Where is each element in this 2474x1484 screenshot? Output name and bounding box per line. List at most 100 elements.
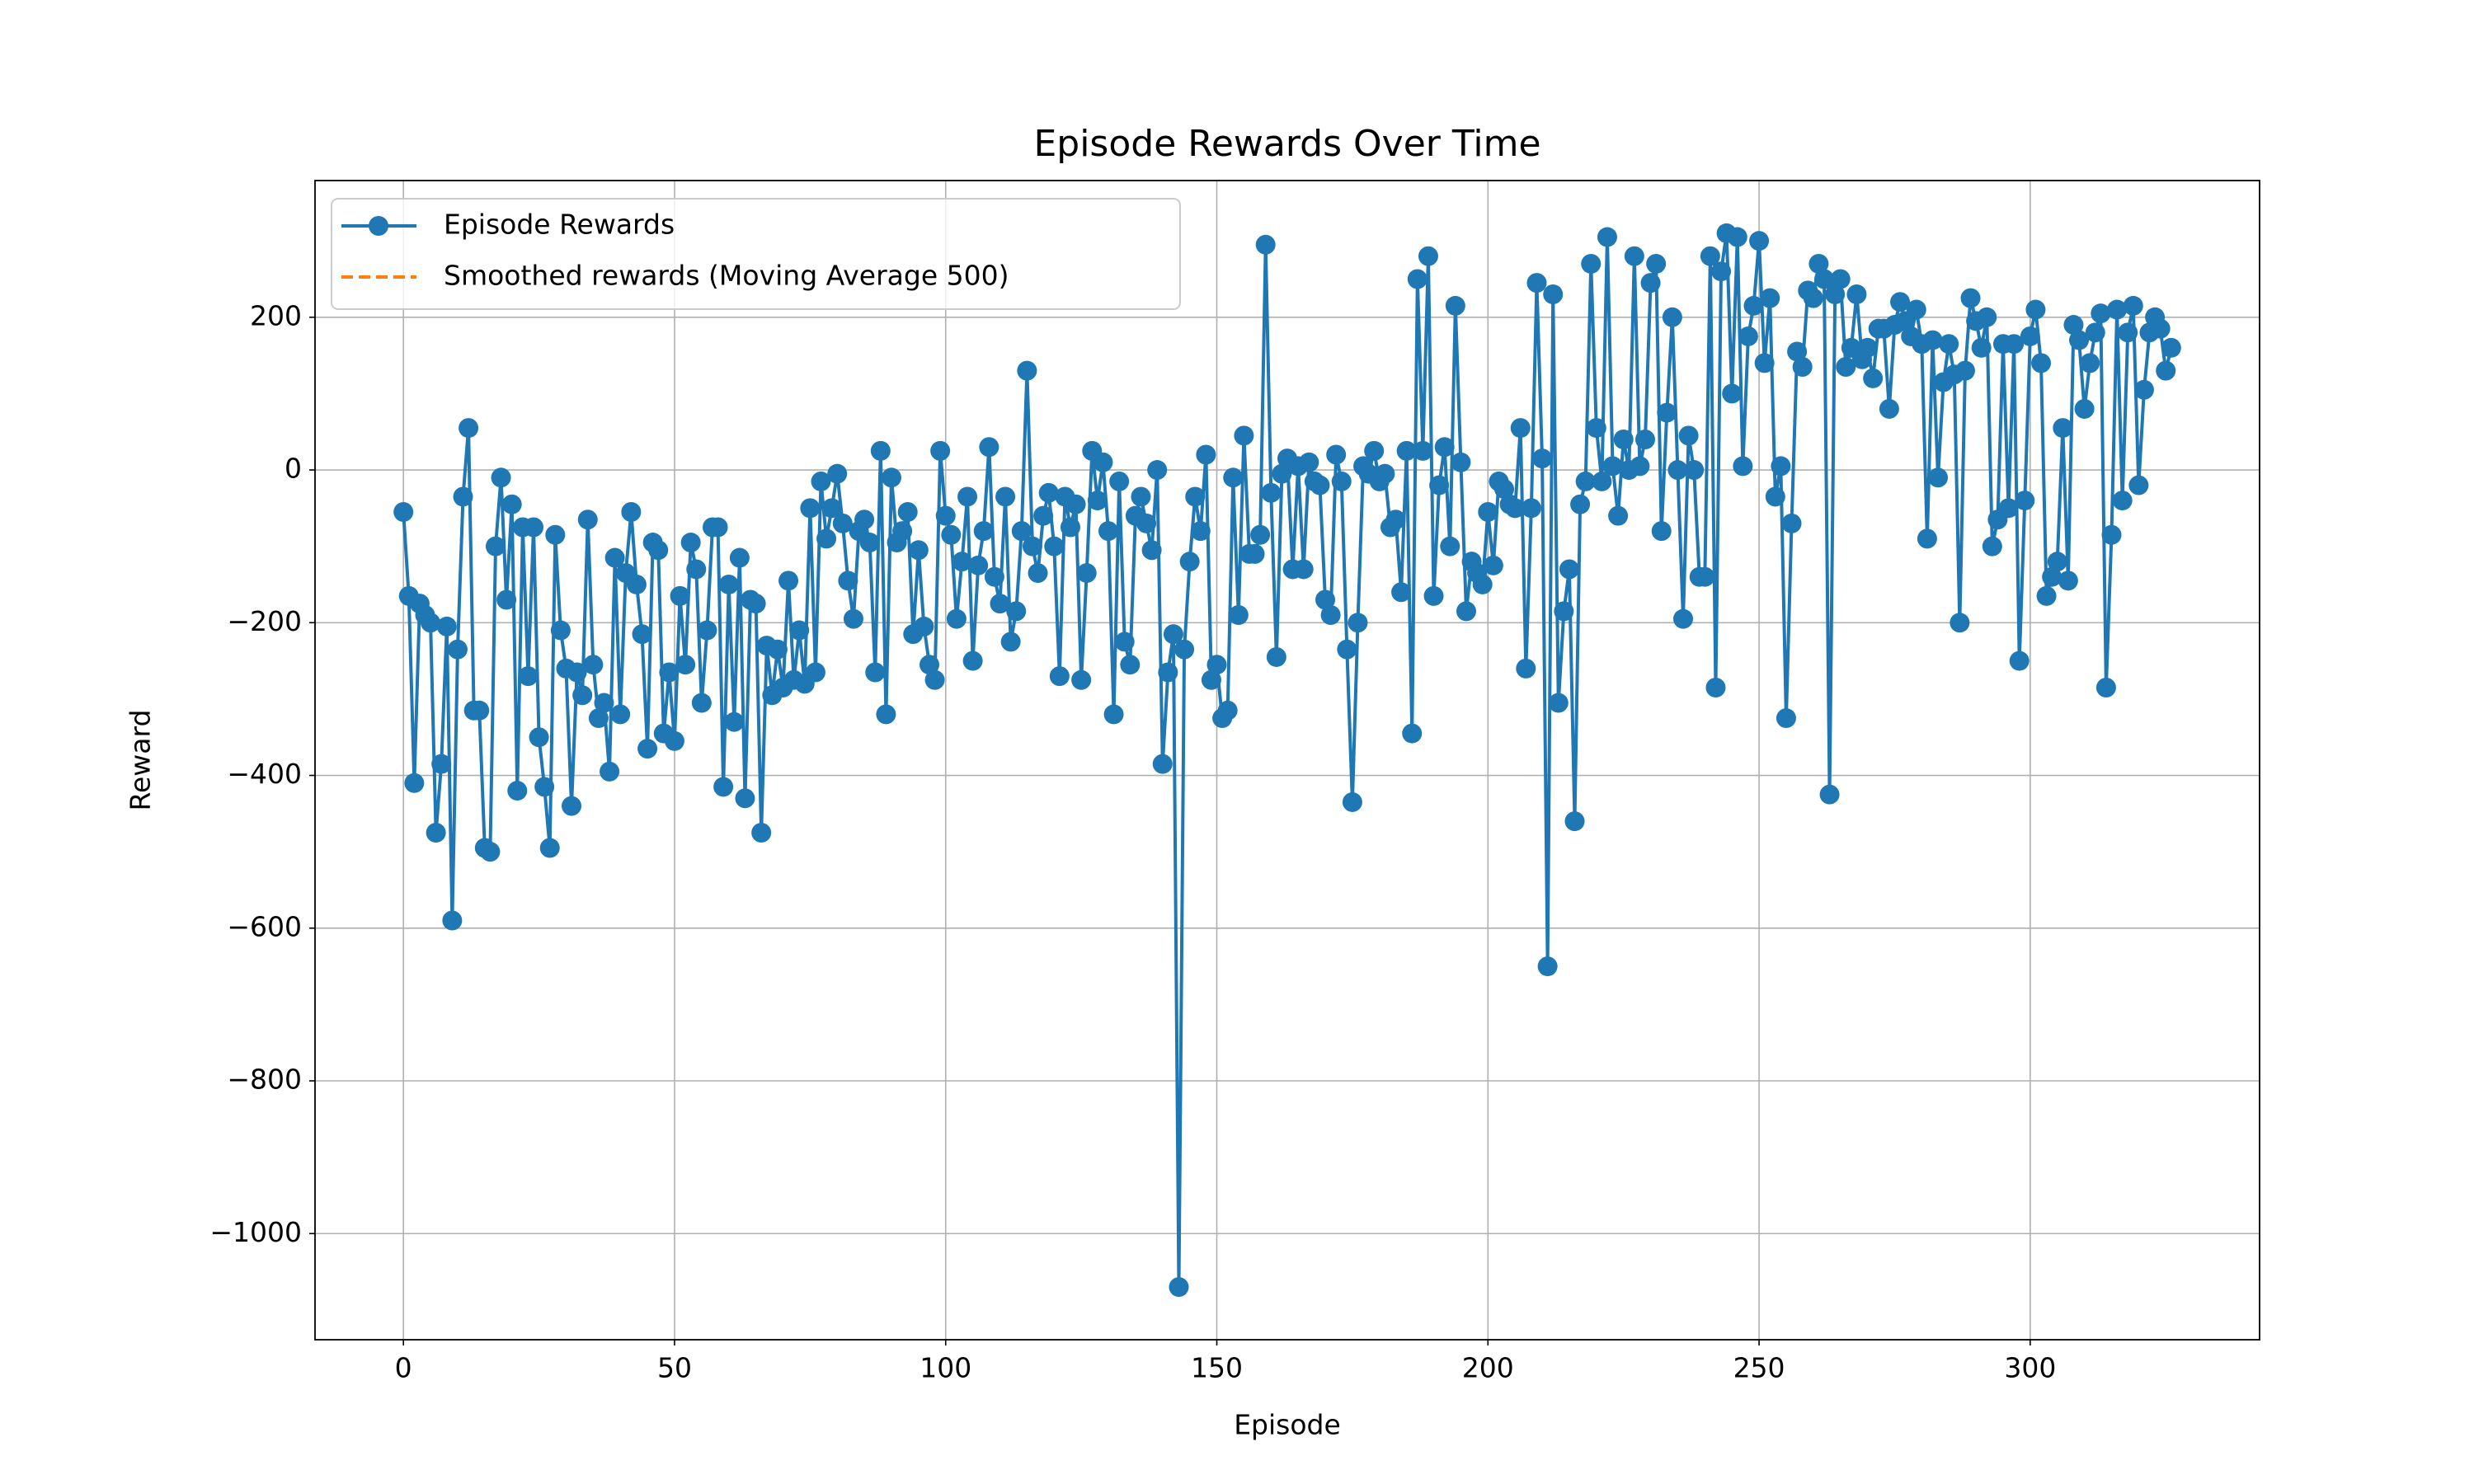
legend-label: Smoothed rewards (Moving Average 500) xyxy=(444,260,1009,292)
point xyxy=(626,574,647,594)
point xyxy=(600,761,620,782)
point xyxy=(1478,501,1498,522)
point xyxy=(1429,475,1450,495)
point xyxy=(1743,295,1764,316)
point xyxy=(1819,784,1840,805)
point xyxy=(990,594,1010,614)
point xyxy=(1006,601,1027,622)
point xyxy=(1857,337,1878,358)
point xyxy=(501,494,522,514)
point xyxy=(827,463,848,484)
point xyxy=(2123,295,2143,316)
point xyxy=(1771,456,1791,477)
point xyxy=(426,822,446,843)
point xyxy=(941,524,962,545)
point xyxy=(691,693,712,713)
point xyxy=(469,700,490,721)
point xyxy=(1483,555,1503,575)
point xyxy=(767,639,788,660)
point xyxy=(436,616,457,636)
point xyxy=(2118,322,2138,343)
point xyxy=(1695,566,1715,587)
point xyxy=(1673,608,1694,629)
point xyxy=(1418,246,1438,266)
point xyxy=(1678,425,1699,446)
point xyxy=(805,662,825,683)
point xyxy=(421,613,441,633)
point xyxy=(708,517,728,538)
point xyxy=(2020,326,2040,346)
point xyxy=(1722,383,1743,404)
point xyxy=(1299,452,1319,472)
point xyxy=(1998,498,2019,519)
point xyxy=(962,650,983,671)
point xyxy=(1906,299,1926,320)
point xyxy=(1337,639,1357,660)
point xyxy=(1977,307,1997,327)
point xyxy=(572,685,593,706)
point xyxy=(1803,288,1823,308)
point xyxy=(393,501,414,522)
point xyxy=(523,517,543,538)
point xyxy=(562,796,582,816)
point xyxy=(876,704,896,725)
point xyxy=(1554,601,1574,622)
chart-title: Episode Rewards Over Time xyxy=(1033,123,1540,165)
point xyxy=(1662,307,1682,327)
point xyxy=(1472,574,1493,594)
point xyxy=(870,440,891,461)
point xyxy=(2053,418,2073,439)
point xyxy=(1836,356,1856,377)
y-tick-label: −800 xyxy=(227,1064,302,1096)
point xyxy=(1581,253,1602,274)
point xyxy=(1000,632,1021,652)
point xyxy=(1413,440,1433,461)
point xyxy=(2042,566,2062,587)
point xyxy=(1646,253,1667,274)
point xyxy=(1922,330,1943,350)
point xyxy=(2101,524,2122,545)
point xyxy=(973,521,994,542)
point xyxy=(1928,467,1949,488)
point xyxy=(1098,521,1119,542)
point xyxy=(1830,269,1851,289)
point xyxy=(1174,639,1195,660)
point xyxy=(897,501,918,522)
point xyxy=(1141,540,1162,561)
point xyxy=(1494,479,1515,500)
point xyxy=(2080,353,2100,373)
point xyxy=(2047,552,2067,572)
point xyxy=(610,704,631,725)
y-tick-label: −400 xyxy=(227,758,302,790)
point xyxy=(1185,486,1206,507)
point xyxy=(1879,398,1899,419)
point xyxy=(1255,234,1276,255)
point xyxy=(459,418,479,439)
point xyxy=(1131,486,1151,507)
point xyxy=(1342,791,1362,812)
point xyxy=(1738,326,1758,346)
series-line xyxy=(402,231,2173,1289)
point xyxy=(930,440,951,461)
point xyxy=(1120,655,1141,675)
point xyxy=(859,533,880,553)
point xyxy=(816,528,837,549)
point xyxy=(1727,227,1747,247)
point xyxy=(778,571,799,591)
point xyxy=(2025,299,2046,320)
point xyxy=(1754,353,1775,373)
point xyxy=(1456,601,1476,622)
legend-marker xyxy=(369,216,388,236)
point xyxy=(1136,513,1157,533)
point xyxy=(1044,536,1065,556)
point xyxy=(577,510,598,530)
point xyxy=(1038,482,1059,503)
point xyxy=(1521,498,1541,519)
point xyxy=(2074,398,2095,419)
point xyxy=(946,608,967,629)
point xyxy=(1196,444,1216,465)
point xyxy=(1939,334,1959,355)
point xyxy=(718,574,739,594)
point xyxy=(1586,418,1606,439)
point xyxy=(1049,666,1070,687)
